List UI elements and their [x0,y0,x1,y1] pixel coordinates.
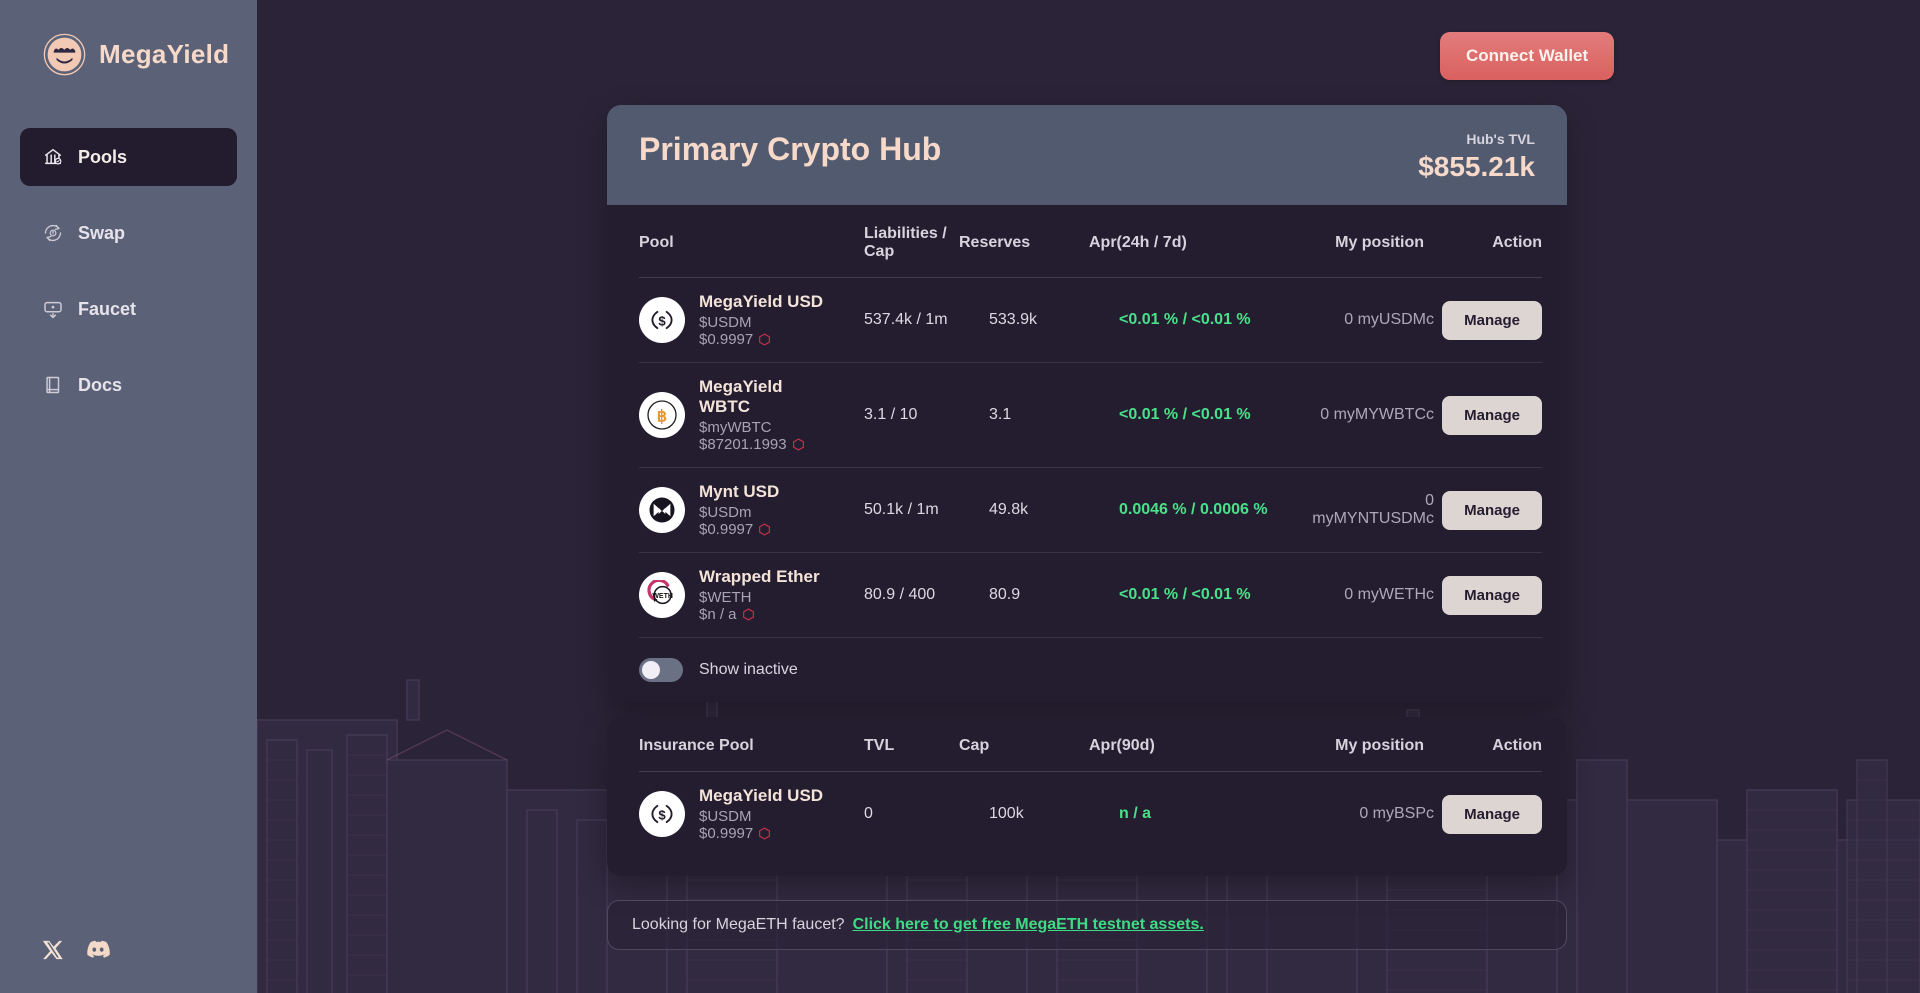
svg-text:WETH: WETH [652,593,673,600]
svg-text:฿: ฿ [657,408,667,425]
svg-text:$: $ [658,807,666,822]
svg-text:$: $ [658,313,666,328]
